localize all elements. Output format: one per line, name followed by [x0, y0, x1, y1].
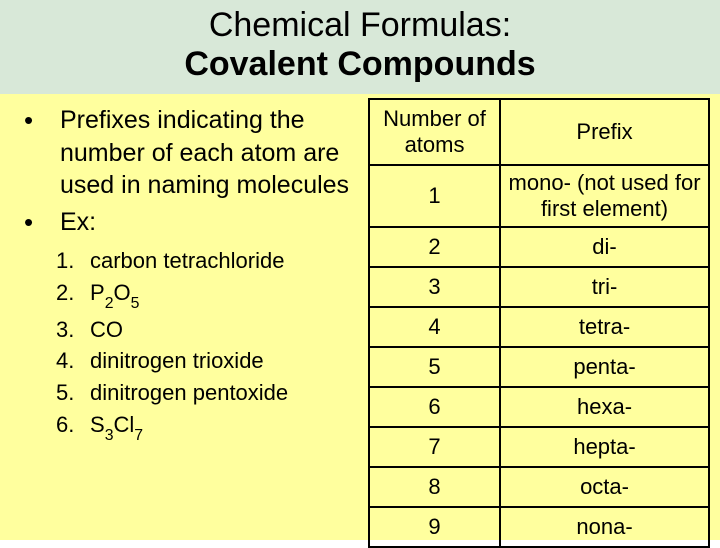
bullet-text: Prefixes indicating the number of each a… [60, 104, 364, 202]
bullet-text: Ex: [60, 206, 364, 239]
list-item-number: 5. [56, 377, 90, 409]
table-row: 6hexa- [369, 387, 709, 427]
table-row: 1mono- (not used for first element) [369, 165, 709, 227]
table-row: 4tetra- [369, 307, 709, 347]
table-cell-prefix: di- [500, 227, 709, 267]
list-item-number: 6. [56, 409, 90, 441]
title-line-2: Covalent Compounds [0, 45, 720, 84]
bullet-item: • Ex: [16, 206, 364, 240]
table-cell-prefix: hepta- [500, 427, 709, 467]
list-item-text: CO [90, 314, 364, 346]
numbered-list: 1.carbon tetrachloride2.P2O53.CO4.dinitr… [16, 245, 364, 445]
title-line-1: Chemical Formulas: [0, 6, 720, 45]
table-header-cell: Prefix [500, 99, 709, 165]
table-cell-prefix: mono- (not used for first element) [500, 165, 709, 227]
table-cell-prefix: octa- [500, 467, 709, 507]
list-item: 1.carbon tetrachloride [56, 245, 364, 277]
table-row: 2di- [369, 227, 709, 267]
table-row: 8octa- [369, 467, 709, 507]
table-cell-prefix: tri- [500, 267, 709, 307]
table-row: 3tri- [369, 267, 709, 307]
table-row: 7hepta- [369, 427, 709, 467]
table-cell-number: 9 [369, 507, 500, 547]
list-item-text: S3Cl7 [90, 409, 364, 445]
table-header-cell: Number of atoms [369, 99, 500, 165]
list-item: 2.P2O5 [56, 277, 364, 313]
table-cell-number: 1 [369, 165, 500, 227]
table-cell-number: 4 [369, 307, 500, 347]
list-item-number: 3. [56, 314, 90, 346]
list-item: 5.dinitrogen pentoxide [56, 377, 364, 409]
table-cell-number: 5 [369, 347, 500, 387]
bullet-marker: • [16, 104, 60, 138]
table-row: 9nona- [369, 507, 709, 547]
bullet-item: • Prefixes indicating the number of each… [16, 104, 364, 202]
table-cell-prefix: penta- [500, 347, 709, 387]
table-cell-prefix: hexa- [500, 387, 709, 427]
slide: Chemical Formulas: Covalent Compounds • … [0, 0, 720, 540]
content-row: • Prefixes indicating the number of each… [0, 94, 720, 534]
list-item-number: 2. [56, 277, 90, 309]
table-cell-number: 7 [369, 427, 500, 467]
table-cell-prefix: tetra- [500, 307, 709, 347]
left-column: • Prefixes indicating the number of each… [0, 94, 368, 534]
table-cell-prefix: nona- [500, 507, 709, 547]
table-row: 5penta- [369, 347, 709, 387]
list-item: 3.CO [56, 314, 364, 346]
title-band: Chemical Formulas: Covalent Compounds [0, 0, 720, 94]
right-column: Number of atoms Prefix 1mono- (not used … [368, 94, 718, 534]
list-item-text: dinitrogen trioxide [90, 345, 364, 377]
list-item-text: P2O5 [90, 277, 364, 313]
list-item: 6.S3Cl7 [56, 409, 364, 445]
list-item-number: 1. [56, 245, 90, 277]
table-cell-number: 2 [369, 227, 500, 267]
list-item: 4.dinitrogen trioxide [56, 345, 364, 377]
list-item-text: dinitrogen pentoxide [90, 377, 364, 409]
bullet-marker: • [16, 206, 60, 240]
table-header-row: Number of atoms Prefix [369, 99, 709, 165]
list-item-text: carbon tetrachloride [90, 245, 364, 277]
list-item-number: 4. [56, 345, 90, 377]
table-cell-number: 6 [369, 387, 500, 427]
bullet-list: • Prefixes indicating the number of each… [16, 104, 364, 243]
table-cell-number: 8 [369, 467, 500, 507]
prefix-table: Number of atoms Prefix 1mono- (not used … [368, 98, 710, 548]
table-cell-number: 3 [369, 267, 500, 307]
